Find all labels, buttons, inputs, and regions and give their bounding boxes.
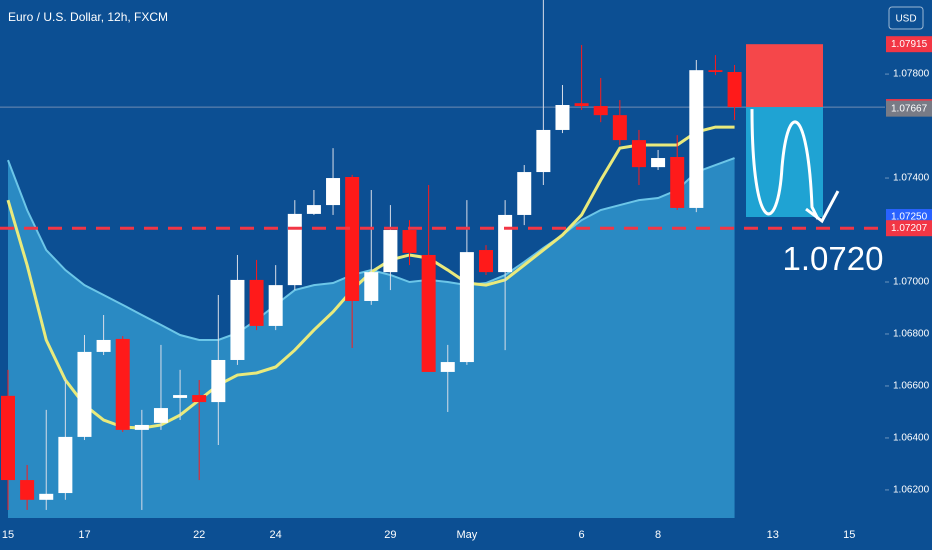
currency: USD (895, 14, 916, 25)
price-axis (885, 0, 932, 550)
price-tag-label: 1.07207 (891, 223, 928, 234)
candle-body (727, 71, 742, 108)
time-axis (0, 518, 932, 550)
plot-area: 1.0720 (0, 0, 885, 518)
candle-body (306, 205, 321, 214)
x-tick-label: 24 (270, 529, 282, 541)
x-tick-label: 29 (384, 529, 396, 541)
band-area (8, 158, 735, 518)
candle-body (58, 436, 73, 494)
candle-body (479, 250, 493, 273)
candle-body (574, 103, 589, 107)
candle-body (268, 285, 283, 326)
candle-body (39, 493, 54, 500)
x-tick-label: 13 (767, 529, 779, 541)
candle-body (77, 351, 92, 437)
price-tag (886, 36, 932, 53)
x-tick-label: 17 (78, 529, 90, 541)
candle-body (115, 338, 130, 430)
candle-body (96, 339, 111, 352)
candle-body (345, 176, 360, 301)
y-tick-label: 1.06200 (893, 485, 930, 496)
candle-body (383, 230, 398, 273)
x-tick-label: 15 (2, 529, 14, 541)
candle-body (517, 172, 532, 215)
price-tag-label: 1.07667 (891, 103, 928, 114)
x-tick-label: 22 (193, 529, 205, 541)
candle-body (364, 272, 379, 301)
candle-body (326, 178, 341, 206)
candle-body (402, 230, 417, 253)
candle-body (593, 106, 608, 116)
candle-body (249, 279, 264, 326)
x-tick-label: 8 (655, 529, 661, 541)
price-tag-label: 1.07250 (891, 212, 928, 223)
projection-wave (750, 109, 820, 220)
candle-body (689, 70, 704, 208)
candle-body (287, 213, 302, 286)
candle-body (651, 158, 666, 168)
candle-body (555, 105, 570, 130)
candle-body (173, 395, 188, 398)
x-tick-label: 15 (843, 529, 855, 541)
candle-body (153, 408, 168, 423)
candle-body (440, 362, 455, 372)
candle-body (670, 156, 685, 208)
y-tick-label: 1.06800 (893, 329, 930, 340)
candle-body (20, 480, 35, 500)
y-tick-label: 1.07400 (893, 173, 930, 184)
x-tick-label: May (456, 529, 477, 541)
price-tag (886, 220, 932, 237)
y-tick-label: 1.07000 (893, 277, 930, 288)
candle-body (421, 254, 436, 372)
y-tick-label: 1.06400 (893, 433, 930, 444)
candle-body (612, 115, 627, 141)
candle-body (708, 70, 723, 72)
candle-body (211, 359, 226, 403)
chart-title: Euro / U.S. Dollar, 12h, FXCM (8, 10, 168, 24)
stop-zone (746, 44, 823, 108)
y-tick-label: 1.06600 (893, 381, 930, 392)
candle-body (230, 279, 245, 360)
price-tag-label: 1.07915 (891, 39, 928, 50)
y-tick-label: 1.07800 (893, 69, 930, 80)
candle-body (134, 424, 149, 430)
currency-box[interactable] (888, 6, 924, 30)
candle-body (1, 395, 15, 481)
projection-arrow (805, 190, 840, 224)
candle-body (536, 129, 551, 173)
x-tick-label: 6 (579, 529, 585, 541)
candle-body (498, 214, 513, 273)
level-label: 1.0720 (783, 240, 884, 277)
candle-body (192, 395, 207, 403)
price-tag (886, 100, 932, 117)
candle-body (631, 140, 646, 168)
candle-body (459, 252, 474, 363)
